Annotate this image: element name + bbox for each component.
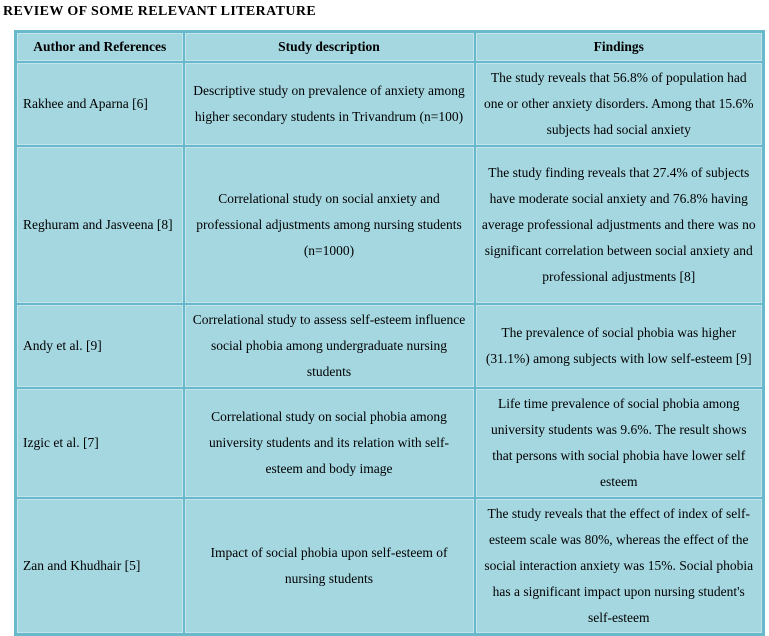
findings-cell: The study finding reveals that 27.4% of … [473,145,765,305]
author-cell: Izgic et al. [7] [14,387,185,499]
findings-cell: The study reveals that the effect of ind… [473,497,765,636]
description-cell: Impact of social phobia upon self-esteem… [182,497,476,636]
table-row: Zan and Khudhair [5] Impact of social ph… [14,497,765,636]
document-page: REVIEW OF SOME RELEVANT LITERATURE Autho… [0,4,769,636]
author-cell: Reghuram and Jasveena [8] [14,145,185,305]
description-cell: Correlational study on social phobia amo… [182,387,476,499]
description-cell: Correlational study to assess self-estee… [182,303,476,389]
description-cell: Descriptive study on prevalence of anxie… [182,61,476,147]
literature-review-table: Author and References Study description … [14,30,765,636]
column-header-findings: Findings [473,30,765,63]
table-row: Izgic et al. [7] Correlational study on … [14,387,765,499]
table-row: Reghuram and Jasveena [8] Correlational … [14,145,765,305]
table-row: Andy et al. [9] Correlational study to a… [14,303,765,389]
table-header-row: Author and References Study description … [14,30,765,63]
author-cell: Rakhee and Aparna [6] [14,61,185,147]
author-cell: Andy et al. [9] [14,303,185,389]
column-header-author: Author and References [14,30,185,63]
findings-cell: The prevalence of social phobia was high… [473,303,765,389]
table-row: Rakhee and Aparna [6] Descriptive study … [14,61,765,147]
description-cell: Correlational study on social anxiety an… [182,145,476,305]
author-cell: Zan and Khudhair [5] [14,497,185,636]
findings-cell: The study reveals that 56.8% of populati… [473,61,765,147]
column-header-description: Study description [182,30,476,63]
findings-cell: Life time prevalence of social phobia am… [473,387,765,499]
page-title: REVIEW OF SOME RELEVANT LITERATURE [3,4,317,19]
